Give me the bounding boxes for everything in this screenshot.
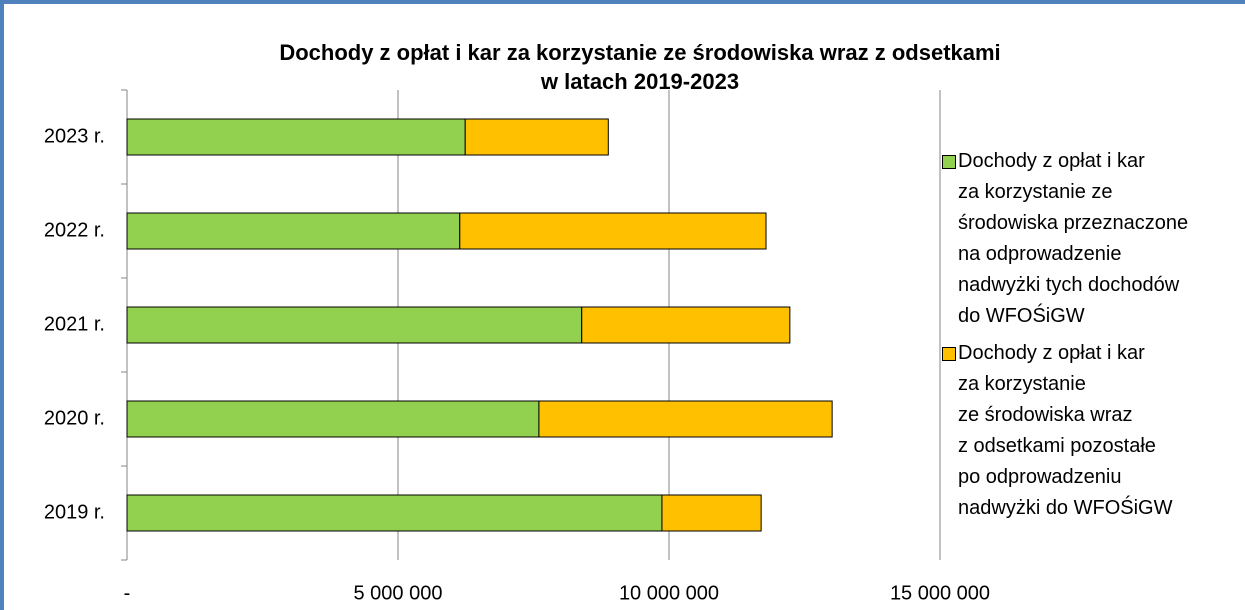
x-tick-label: 15 000 000: [890, 582, 990, 604]
x-tick-label: -: [124, 582, 131, 604]
legend-item: Dochody z opłat i kar za korzystanie ze …: [942, 146, 1188, 332]
y-tick-label: 2021 r.: [44, 313, 105, 335]
legend-label: Dochody z opłat i kar za korzystanie ze …: [958, 342, 1173, 519]
bar: [126, 212, 461, 250]
bar: [661, 494, 762, 532]
bar: [126, 118, 466, 156]
x-tick-label: 10 000 000: [619, 582, 719, 604]
bar: [581, 306, 791, 344]
bar: [126, 494, 663, 532]
legend: Dochody z opłat i kar za korzystanie ze …: [942, 146, 1188, 530]
bar: [126, 400, 540, 438]
y-tick-label: 2020 r.: [44, 407, 105, 429]
bar: [459, 212, 767, 250]
legend-swatch: [942, 155, 956, 169]
y-tick-label: 2023 r.: [44, 125, 105, 147]
bar: [126, 306, 583, 344]
y-tick-label: 2019 r.: [44, 501, 105, 523]
bar: [464, 118, 609, 156]
legend-item: Dochody z opłat i kar za korzystanie ze …: [942, 338, 1188, 524]
x-tick-label: 5 000 000: [354, 582, 443, 604]
bar: [538, 400, 833, 438]
chart-title: Dochody z opłat i kar za korzystanie ze …: [279, 40, 1001, 94]
y-tick-label: 2022 r.: [44, 219, 105, 241]
legend-label: Dochody z opłat i kar za korzystanie ze …: [958, 150, 1189, 327]
legend-swatch: [942, 347, 956, 361]
